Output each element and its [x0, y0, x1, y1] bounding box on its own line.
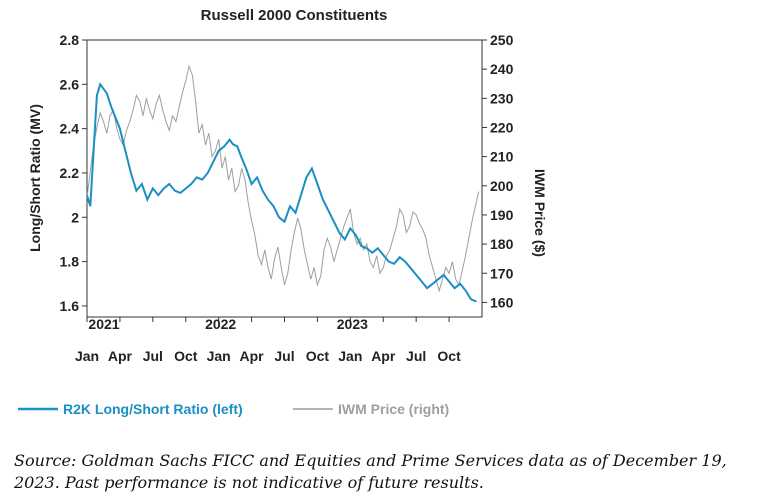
right-tick-label: 190	[490, 207, 514, 223]
series-line-r2k-ratio	[86, 82, 477, 303]
left-tick-label: 2.4	[60, 121, 80, 137]
left-tick-label: 2	[71, 209, 79, 225]
x-tick-label: Apr	[108, 348, 133, 364]
chart-title: Russell 2000 Constituents	[201, 7, 388, 24]
x-tick-label: Jan	[338, 348, 362, 364]
chart: Russell 2000 Constituents 2.82.62.42.221…	[18, 7, 548, 417]
right-tick-label: 180	[490, 236, 514, 252]
legend-label-iwm: IWM Price (right)	[338, 401, 449, 417]
x-tick-label: Jul	[143, 348, 163, 364]
right-tick-label: 160	[490, 294, 514, 310]
right-axis: 250 240 230 220 210 200 190 180 170 160	[482, 32, 514, 310]
legend-label-r2k: R2K Long/Short Ratio (left)	[63, 401, 243, 417]
left-axis-label: Long/Short Ratio (MV)	[27, 104, 43, 252]
left-tick-label: 2.8	[60, 32, 80, 48]
right-tick-label: 250	[490, 32, 514, 48]
right-tick-label: 170	[490, 265, 514, 281]
left-tick-label: 1.8	[60, 254, 80, 270]
source-note: Source: Goldman Sachs FICC and Equities …	[14, 451, 727, 492]
year-label: 2022	[205, 316, 236, 332]
year-label: 2023	[337, 316, 368, 332]
x-tick-label: Jul	[406, 348, 426, 364]
x-tick-label: Jul	[274, 348, 294, 364]
left-axis: 2.8 2.6 2.4 2.2 2 1.8 1.6	[60, 32, 87, 314]
right-axis-label: IWM Price ($)	[532, 169, 548, 257]
x-tick-label: Oct	[174, 348, 198, 364]
x-tick-label: Oct	[306, 348, 330, 364]
right-tick-label: 240	[490, 61, 514, 77]
x-tick-label: Apr	[240, 348, 265, 364]
x-tick-label: Jan	[207, 348, 231, 364]
plot-frame	[86, 39, 483, 318]
x-tick-label: Jan	[75, 348, 99, 364]
x-tick-label: Apr	[371, 348, 396, 364]
right-tick-label: 200	[490, 178, 514, 194]
left-tick-label: 1.6	[60, 298, 80, 314]
left-tick-label: 2.2	[60, 165, 80, 181]
right-tick-label: 230	[490, 90, 514, 106]
year-label: 2021	[88, 316, 119, 332]
x-axis: Jan Apr Jul Oct Jan Apr Jul Oct Jan Apr Jul Oct	[75, 317, 461, 364]
x-tick-label: Oct	[437, 348, 461, 364]
right-tick-label: 210	[490, 149, 514, 165]
series-line-iwm-price	[86, 64, 480, 293]
legend: R2K Long/Short Ratio (left) IWM Price (r…	[18, 401, 449, 417]
right-tick-label: 220	[490, 119, 514, 135]
year-labels: 2021 2022 2023	[88, 316, 368, 332]
left-tick-label: 2.6	[60, 76, 80, 92]
